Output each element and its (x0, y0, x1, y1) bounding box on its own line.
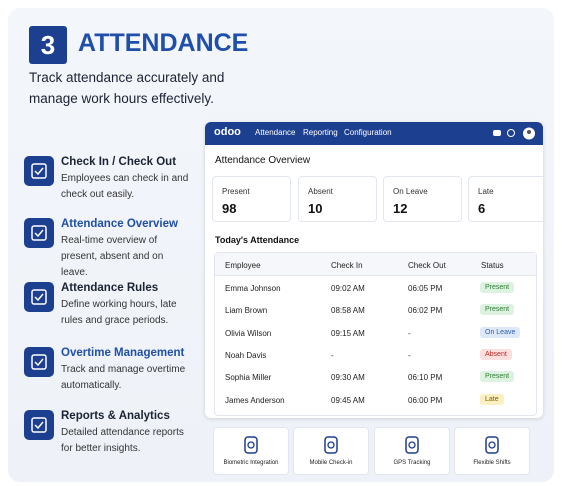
feature-description: Real-time overview of present, absent an… (61, 235, 164, 278)
stat-label: Absent (308, 187, 333, 196)
feature-description: Define working hours, late rules and gra… (61, 299, 177, 326)
feature-description: Employees can check in and check out eas… (61, 173, 189, 200)
feature-description: Detailed attendance reports for better i… (61, 427, 184, 454)
feature-icon (24, 347, 54, 377)
table-cell: 09:15 AM (331, 328, 365, 338)
table-cell: James Anderson (225, 395, 285, 405)
feature-title: Check In / Check Out (61, 156, 177, 168)
status-badge: Present (480, 304, 515, 316)
nav-link[interactable]: Reporting (303, 128, 338, 137)
feature-card-label: Flexible Shifts (473, 460, 511, 466)
table-cell: 09:30 AM (331, 373, 365, 383)
subtitle: Track attendance accurately and (29, 70, 225, 85)
table-cell: Liam Brown (225, 306, 268, 316)
table-cell: Olivia Wilson (225, 328, 272, 338)
table-title: Today's Attendance (215, 235, 300, 245)
table-cell: 09:45 AM (331, 395, 365, 405)
status-badge: Present (480, 282, 515, 293)
attendance-table: Employee Check In Check Out Status Emma John… (214, 252, 537, 416)
table-cell: - (408, 350, 411, 360)
feature-icon (24, 282, 54, 312)
status-badge: Present (480, 371, 515, 383)
table-header (215, 253, 536, 276)
stat-card: On Leave 12 (383, 176, 462, 222)
feature-title: Attendance Overview (61, 218, 178, 230)
table-cell: 08:58 AM (331, 306, 365, 316)
nav-bar: odoo Attendance Reporting Configuration (205, 122, 543, 145)
stat-value: 98 (222, 201, 237, 216)
overview-title: Attendance Overview (215, 155, 311, 166)
nav-link[interactable]: Configuration (344, 128, 392, 137)
feature-card-label: GPS Tracking (393, 460, 431, 466)
table-cell: 06:05 PM (408, 284, 443, 293)
stat-value: 12 (393, 201, 408, 216)
section-title: ATTENDANCE (78, 29, 249, 57)
feature-description: Track and manage overtime automatically. (61, 364, 186, 391)
feature-icon (24, 410, 54, 440)
logo[interactable]: odoo (214, 126, 241, 138)
feature-icon (24, 156, 54, 186)
feature-card-label: Mobile Check-in (309, 460, 353, 466)
feature-card[interactable]: GPS Tracking (374, 427, 450, 475)
status-badge: On Leave (480, 326, 521, 338)
table-cell: Sophia Miller (225, 373, 272, 383)
stat-label: On Leave (393, 187, 428, 196)
feature-title: Reports & Analytics (61, 410, 170, 422)
column-header: Status (481, 261, 504, 270)
stat-card: Absent 10 (298, 176, 377, 222)
column-header: Check In (331, 261, 363, 270)
table-cell: 06:10 PM (408, 373, 443, 383)
feature-icon (24, 218, 54, 248)
table-cell: 06:02 PM (408, 306, 443, 316)
table-cell: 06:00 PM (408, 395, 443, 405)
nav-icons[interactable] (491, 126, 539, 141)
stat-card: Present 98 (212, 176, 291, 222)
column-header: Check Out (408, 261, 446, 270)
status-badge: Absent (480, 348, 512, 360)
stat-card: Late 6 (468, 176, 543, 222)
column-header: Employee (225, 261, 261, 270)
table-cell: - (331, 350, 334, 360)
table-cell: Emma Johnson (225, 284, 281, 293)
stat-label: Late (478, 187, 494, 196)
stat-value: 10 (308, 201, 323, 216)
table-cell: - (408, 328, 411, 338)
feature-title: Overtime Management (61, 347, 185, 359)
app-window: odoo Attendance Reporting Configuration … (205, 122, 543, 418)
subtitle: manage work hours effectively. (29, 91, 214, 106)
section-number: 3 (29, 26, 67, 64)
stat-value: 6 (478, 201, 486, 216)
stat-label: Present (222, 187, 250, 196)
feature-title: Attendance Rules (61, 282, 159, 294)
status-badge: Late (480, 393, 504, 405)
feature-card[interactable]: Biometric Integration (213, 427, 289, 475)
nav-link[interactable]: Attendance (255, 128, 296, 137)
feature-card[interactable]: Flexible Shifts (454, 427, 530, 475)
feature-card-label: Biometric Integration (223, 460, 279, 466)
feature-card[interactable]: Mobile Check-in (293, 427, 369, 475)
table-cell: Noah Davis (225, 350, 267, 360)
table-cell: 09:02 AM (331, 284, 365, 293)
